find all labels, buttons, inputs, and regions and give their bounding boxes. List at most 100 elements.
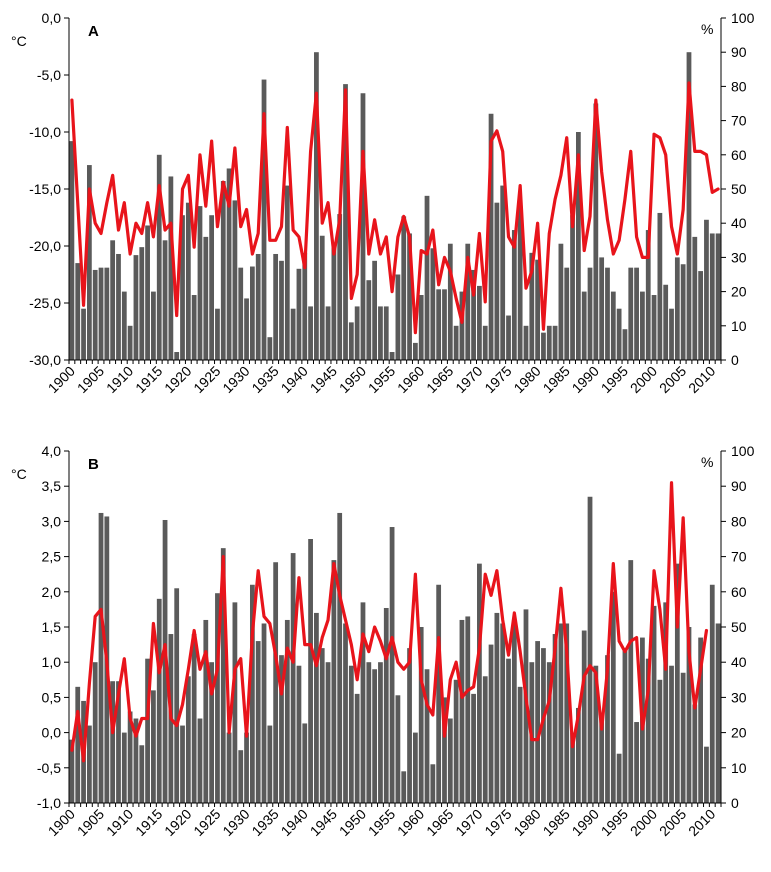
panel-a-bar-1914 xyxy=(151,291,156,360)
panel-b-left-tick-label: 0,5 xyxy=(42,689,62,705)
panel-a-bar-1973 xyxy=(494,202,500,360)
panel-a-bar-1929 xyxy=(238,267,244,360)
panel-a-right-tick-label: 90 xyxy=(731,44,747,60)
panel-a-bar-1985 xyxy=(564,267,570,360)
panel-a-left-tick-label: -10,0 xyxy=(29,124,61,140)
panel-b-x-tick-label: 1950 xyxy=(336,806,369,839)
panel-a-x-tick-label: 1970 xyxy=(452,363,485,396)
panel-a-bar-1906 xyxy=(104,267,110,360)
panel-b-bar-1984 xyxy=(558,623,564,803)
panel-b-x-tick-label: 1930 xyxy=(219,806,252,839)
panel-b-bar-1983 xyxy=(552,634,558,803)
panel-b-right-tick-label: 20 xyxy=(731,725,747,741)
panel-b-x-tick-label: 1935 xyxy=(248,806,281,839)
panel-b-bar-1909 xyxy=(121,732,127,803)
panel-a-bar-1950 xyxy=(360,93,366,361)
panel-a-bar-1965 xyxy=(447,243,453,360)
panel-b-x-tick-label: 1980 xyxy=(510,806,543,839)
panel-a-bar-1949 xyxy=(354,306,360,360)
panel-b-x-tick-label: 1985 xyxy=(540,806,573,839)
panel-b-x-tick-label: 1940 xyxy=(278,806,311,839)
panel-b-bar-2009 xyxy=(704,746,709,803)
panel-a-bar-1934 xyxy=(267,337,273,360)
panel-a-bar-1996 xyxy=(628,267,634,360)
panel-b-bar-1997 xyxy=(634,722,639,803)
panel-a-bar-1941 xyxy=(308,306,313,360)
panel-a-bar-1990 xyxy=(593,103,599,360)
panel-b-right-tick-label: 70 xyxy=(731,549,747,565)
panel-a-bar-1946 xyxy=(337,214,343,360)
panel-a-left-tick-label: -15,0 xyxy=(29,181,61,197)
panel-b-bar-1980 xyxy=(535,641,541,803)
panel-a-bar-2005 xyxy=(680,264,686,360)
panel-b-bar-1918 xyxy=(174,588,180,803)
panel-a-bar-1903 xyxy=(86,165,92,360)
panel-b-bar-1958 xyxy=(407,648,412,803)
panel-b-bar-1965 xyxy=(447,718,453,803)
panel-a-x-tick-label: 1955 xyxy=(365,363,398,396)
panel-a-bar-1982 xyxy=(546,325,552,360)
panel-a-bar-1917 xyxy=(168,176,174,360)
panel-b-x-tick-label: 2010 xyxy=(685,806,718,839)
panel-b-bar-1931 xyxy=(249,584,255,803)
panel-a-bar-2000 xyxy=(651,295,657,360)
panel-b-bar-1946 xyxy=(337,512,343,803)
panel-b-bar-1907 xyxy=(110,681,116,803)
panel-b-bar-2003 xyxy=(669,665,674,803)
panel-a-bar-1986 xyxy=(570,215,575,360)
panel-b-x-tick-label: 1945 xyxy=(307,806,340,839)
panel-a-bar-1908 xyxy=(116,253,121,360)
panel-a-bar-1994 xyxy=(616,308,622,360)
panel-a-bar-1995 xyxy=(622,329,628,360)
panel-a-x-tick-label: 1930 xyxy=(219,363,252,396)
panel-a-bar-1979 xyxy=(529,252,535,360)
panel-b-bar-2011 xyxy=(715,623,721,803)
panel-b-left-tick-label: 3,0 xyxy=(42,513,62,529)
panel-a-bar-1968 xyxy=(465,243,471,360)
panel-b-bar-1948 xyxy=(348,665,354,803)
panel-b-bar-1974 xyxy=(500,623,506,803)
panel-a-bar-1918 xyxy=(174,352,180,360)
panel-b-bar-1973 xyxy=(494,612,500,803)
panel-b-bar-1967 xyxy=(459,619,465,803)
panel-b-bar-1964 xyxy=(442,697,447,803)
panel-a-bar-1931 xyxy=(249,266,255,360)
panel-b-label: B xyxy=(88,456,99,473)
panel-b-left-tick-label: 3,5 xyxy=(42,478,62,494)
panel-a-bar-1954 xyxy=(383,306,389,360)
panel-b-bar-1959 xyxy=(412,732,418,803)
panel-a-bar-1993 xyxy=(610,291,616,360)
panel-b-bar-1992 xyxy=(605,655,610,803)
panel-a-x-tick-label: 1995 xyxy=(598,363,631,396)
panel-b-bar-1932 xyxy=(255,641,261,803)
panel-b-left-tick-label: 2,0 xyxy=(42,584,62,600)
panel-a-bar-1955 xyxy=(389,352,395,360)
panel-b-bar-1987 xyxy=(575,707,581,803)
panel-a-bar-1978 xyxy=(523,325,529,360)
panel-b-bar-1924 xyxy=(209,662,215,803)
panel-a-bar-1961 xyxy=(424,195,430,360)
panel-b-bar-1935 xyxy=(273,562,279,803)
panel-b-bar-1912 xyxy=(139,745,145,803)
panel-b-right-tick-label: 100 xyxy=(731,443,755,459)
panel-b-bar-1947 xyxy=(343,623,348,803)
panel-a-x-tick-label: 1915 xyxy=(132,363,165,396)
panel-a-left-unit-label: °C xyxy=(11,33,27,49)
panel-b-bar-1922 xyxy=(197,718,203,803)
panel-a-bar-1921 xyxy=(191,295,197,360)
panel-b-bar-2005 xyxy=(680,672,686,803)
panel-b-bar-2010 xyxy=(709,584,715,803)
panel-b-x-tick-label: 1905 xyxy=(74,806,107,839)
panel-b-bar-1945 xyxy=(331,560,337,803)
panel-a-bar-1939 xyxy=(296,268,302,360)
panel-b-bar-1990 xyxy=(593,665,599,803)
panel-b-bar-1930 xyxy=(244,732,249,803)
panel-a-bar-1924 xyxy=(209,215,215,360)
panel-a-bar-1958 xyxy=(407,233,412,360)
panel-b-right-tick-label: 10 xyxy=(731,760,747,776)
panel-a-bar-1943 xyxy=(319,235,325,360)
panel-a-bar-1957 xyxy=(401,216,407,360)
panel-b-bar-1976 xyxy=(511,619,517,803)
panel-b-bar-1986 xyxy=(570,732,575,803)
